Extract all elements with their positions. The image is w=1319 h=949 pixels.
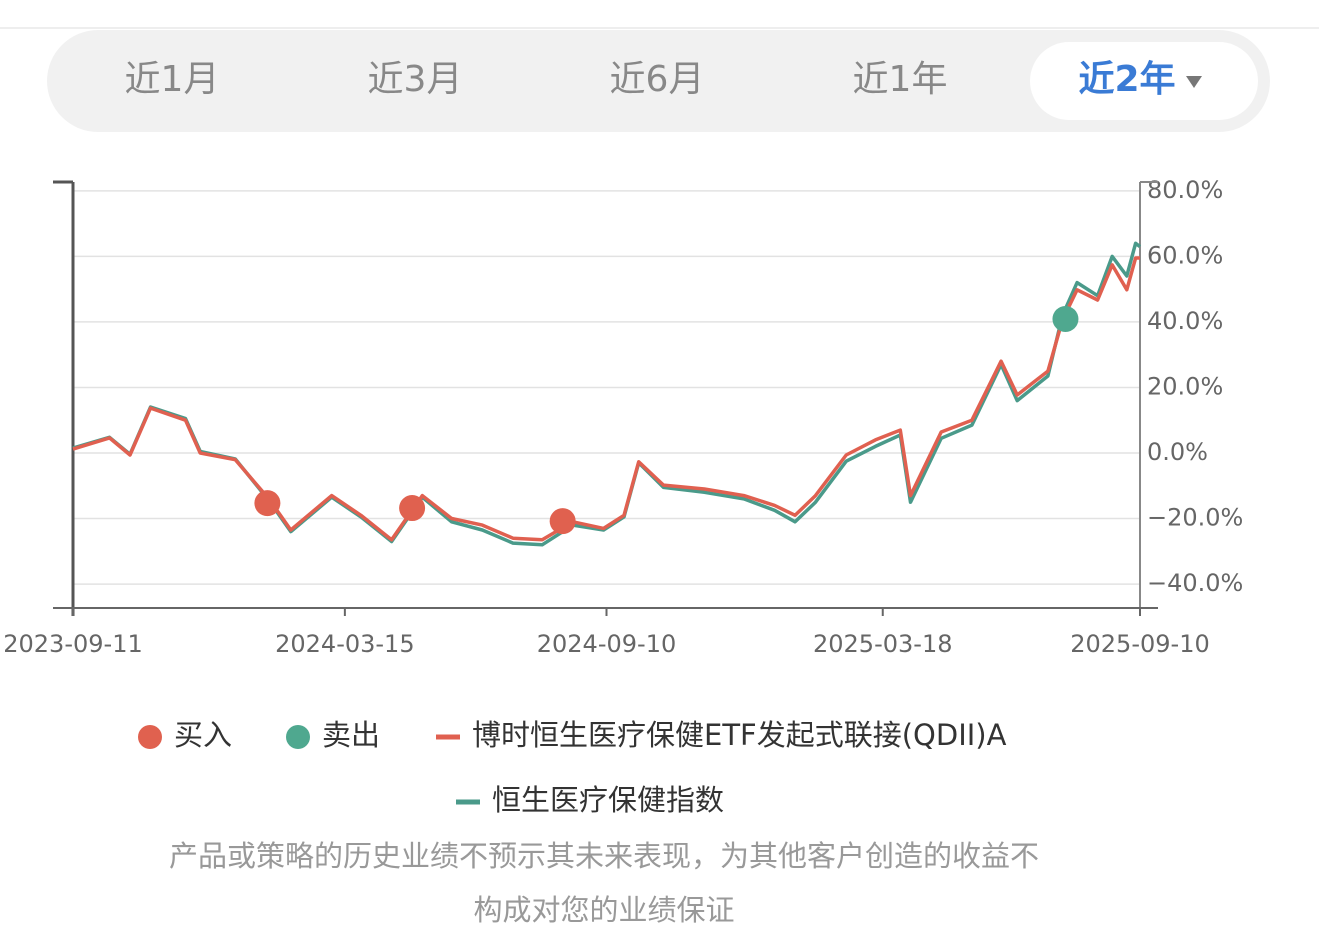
legend-label[interactable]: 博时恒生医疗保健ETF发起式联接(QDII)A [472,718,1007,752]
disclaimer: 构成对您的业绩保证 [473,893,734,927]
legend-label[interactable]: 卖出 [322,718,380,752]
legend-label[interactable]: 恒生医疗保健指数 [492,783,724,817]
y-tick-label: −20.0% [1147,504,1243,532]
x-tick-label: 2024-09-10 [537,630,676,658]
x-tick-label: 2023-09-11 [3,630,142,658]
tab-bar [47,30,1270,132]
tab-active-bg [1030,42,1258,120]
x-tick-label: 2025-03-18 [813,630,952,658]
series-line [72,241,1142,547]
y-tick-label: 80.0% [1147,176,1223,204]
x-tick-label: 2025-09-10 [1070,630,1209,658]
x-tick-label: 2024-03-15 [275,630,414,658]
legend-marker [286,725,310,749]
trade-marker [399,495,426,522]
tab[interactable]: 近3月 [368,59,463,100]
tab[interactable]: 近6月 [610,59,705,100]
series-line [72,256,1140,542]
trade-marker [1052,305,1079,332]
y-tick-label: 40.0% [1147,307,1223,335]
y-tick-label: 20.0% [1147,372,1223,400]
trade-marker [254,490,281,517]
disclaimer: 产品或策略的历史业绩不预示其未来表现，为其他客户创造的收益不 [169,839,1039,873]
tab[interactable]: 近1月 [125,59,220,100]
y-tick-label: 60.0% [1147,241,1223,269]
trade-marker [549,508,576,535]
tab[interactable]: 近1年 [853,59,948,100]
legend-marker [138,725,162,749]
y-tick-label: 0.0% [1147,438,1208,466]
tab[interactable]: 近2年 [1078,59,1175,100]
y-tick-label: −40.0% [1147,569,1243,597]
dropdown-arrow [1186,76,1202,88]
legend-label[interactable]: 买入 [174,718,232,752]
